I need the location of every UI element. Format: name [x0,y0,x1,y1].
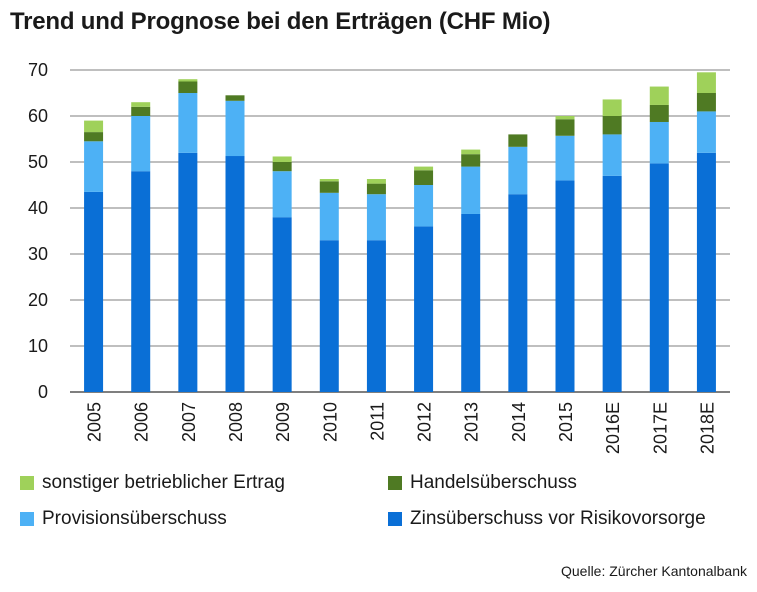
bar-2011-series-3 [366,179,386,184]
bar-2006-series-1 [131,116,151,172]
x-tick-label: 2006 [132,402,152,442]
legend-swatch-sonstiger [20,476,34,490]
legend-label: Handelsüberschuss [410,472,577,493]
x-tick-label: 2018E [697,402,717,454]
bar-2015-series-0 [555,180,575,392]
bar-2014-series-1 [508,146,528,195]
bar-2005-series-2 [84,132,104,142]
bar-2007-series-2 [178,81,198,93]
legend-label: sonstiger betrieblicher Ertrag [42,472,285,493]
bar-2014-series-0 [508,194,528,392]
bar-2015-series-1 [555,135,575,181]
bars [84,72,716,392]
bar-2005-series-3 [84,120,104,133]
x-tick-label: 2016E [603,402,623,454]
y-axis-ticks: 0 10 20 30 40 50 60 70 [28,60,48,402]
bar-2012-series-2 [414,170,434,185]
x-tick-label: 2008 [226,402,246,442]
bar-2010-series-1 [319,192,339,241]
bar-2010-series-3 [319,179,339,182]
y-tick-label: 10 [28,336,48,356]
bar-2017E-series-2 [649,104,669,122]
x-tick-label: 2013 [462,402,482,442]
x-tick-label: 2009 [273,402,293,442]
bar-2015-series-3 [555,116,575,120]
bar-2010-series-2 [319,181,339,193]
bar-2018E-series-1 [696,111,716,153]
x-tick-label: 2007 [179,402,199,442]
y-tick-label: 30 [28,244,48,264]
bar-2008-series-0 [225,156,245,392]
legend-label: Zinsüberschuss vor Risikovorsorge [410,508,706,529]
bar-2006-series-3 [131,102,151,107]
legend-item-sonstiger: sonstiger betrieblicher Ertrag [20,472,285,494]
y-tick-label: 20 [28,290,48,310]
x-tick-label: 2011 [367,402,387,441]
bar-2011-series-2 [366,183,386,195]
bar-2013-series-1 [461,166,481,214]
x-tick-label: 2014 [509,402,529,442]
bar-2013-series-2 [461,154,481,167]
bar-2014-series-2 [508,134,528,147]
chart-title: Trend und Prognose bei den Erträgen (CHF… [10,8,551,35]
bar-2012-series-1 [414,185,434,227]
bar-2005-series-1 [84,141,104,192]
bar-2005-series-0 [84,191,104,392]
legend-swatch-provision [20,512,34,526]
bar-2009-series-0 [272,217,292,392]
bar-2007-series-3 [178,79,198,82]
bar-2009-series-3 [272,156,292,162]
bar-2017E-series-1 [649,121,669,164]
x-tick-label: 2005 [85,402,105,442]
gridlines [70,69,730,393]
bar-2007-series-1 [178,93,198,153]
bar-2008-series-1 [225,100,245,157]
bar-2006-series-2 [131,106,151,116]
y-tick-label: 50 [28,152,48,172]
y-tick-label: 0 [38,382,48,402]
bar-2006-series-0 [131,171,151,392]
x-tick-label: 2017E [650,402,670,454]
legend-item-provision: Provisionsüberschuss [20,508,227,530]
legend-swatch-handel [388,476,402,490]
bar-2018E-series-3 [696,72,716,93]
bar-2015-series-2 [555,119,575,136]
y-tick-label: 60 [28,106,48,126]
bar-2011-series-1 [366,194,386,241]
source-note: Quelle: Zürcher Kantonalbank [561,563,747,579]
bar-2007-series-0 [178,152,198,392]
bar-2009-series-1 [272,171,292,218]
legend-label: Provisionsüberschuss [42,508,227,529]
bar-2012-series-3 [414,166,434,171]
bar-2017E-series-3 [649,86,669,105]
bar-2008-series-2 [225,95,245,101]
stacked-bar-chart: 0 10 20 30 40 50 60 70 2005 2006 2007 2008 2009 2010… [28,60,730,454]
bar-2018E-series-0 [696,152,716,392]
y-tick-label: 40 [28,198,48,218]
bar-2016E-series-3 [602,99,622,116]
x-tick-label: 2010 [320,402,340,442]
bar-2016E-series-1 [602,134,622,176]
bar-2011-series-0 [366,240,386,392]
legend-item-zins: Zinsüberschuss vor Risikovorsorge [388,508,706,530]
bar-2017E-series-0 [649,163,669,392]
y-tick-label: 70 [28,60,48,80]
bar-2016E-series-0 [602,175,622,392]
bar-2010-series-0 [319,240,339,392]
legend-swatch-zins [388,512,402,526]
bar-2012-series-0 [414,226,434,392]
bar-2009-series-2 [272,162,292,172]
legend-item-handel: Handelsüberschuss [388,472,577,494]
x-tick-label: 2012 [415,402,435,442]
bar-2016E-series-2 [602,116,622,135]
bar-2013-series-0 [461,213,481,392]
bar-2018E-series-2 [696,93,716,112]
bar-2013-series-3 [461,149,481,155]
x-axis-ticks: 2005 2006 2007 2008 2009 2010 2011 2012 2013 2014… [85,402,718,454]
x-tick-label: 2015 [556,402,576,442]
